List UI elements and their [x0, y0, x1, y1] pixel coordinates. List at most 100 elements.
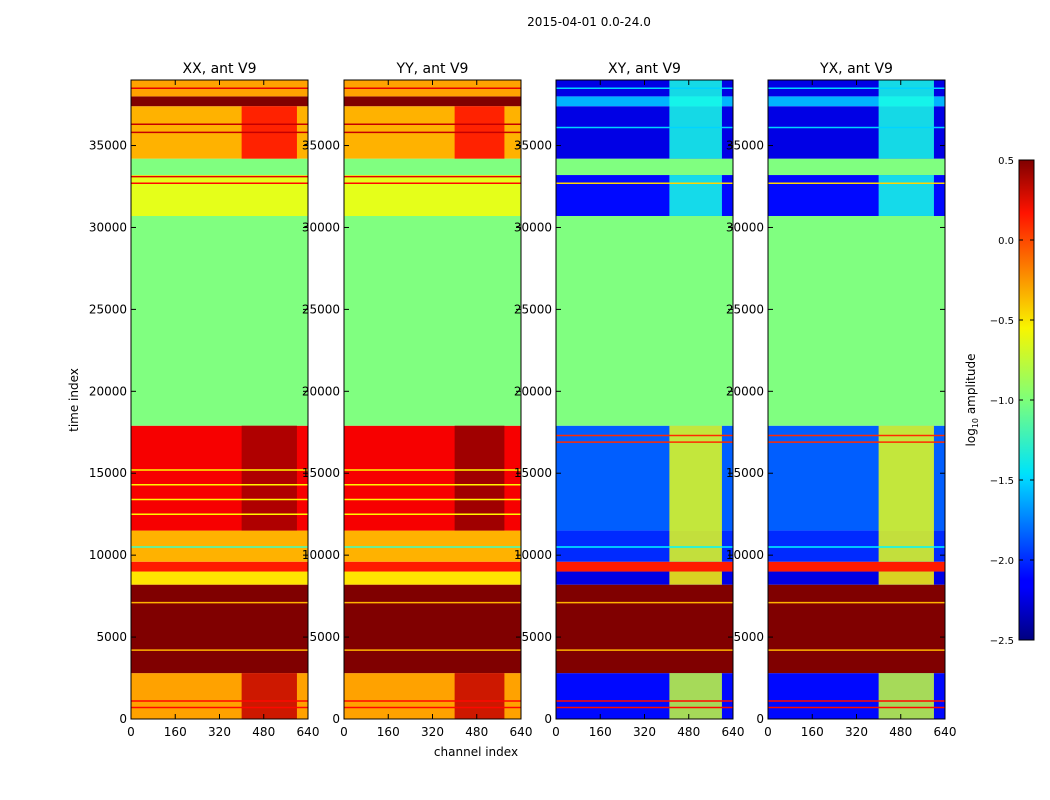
y-tick-label: 25000: [726, 302, 764, 316]
y-tick-label: 20000: [726, 384, 764, 398]
x-tick-label: 640: [934, 725, 957, 739]
heatmap-band: [131, 96, 308, 107]
y-tick-label: 30000: [514, 220, 552, 234]
colorbar-label: log10 amplitude: [964, 354, 980, 447]
y-tick-label: 30000: [726, 220, 764, 234]
y-tick-label: 35000: [302, 139, 340, 153]
figure-suptitle: 2015-04-01 0.0-24.0: [527, 15, 651, 29]
colorbar-label-rest: amplitude: [964, 354, 978, 418]
y-tick-label: 5000: [733, 630, 764, 644]
y-tick-label: 10000: [302, 548, 340, 562]
heatmap-hot-channel: [878, 175, 934, 216]
heatmap-band: [768, 96, 945, 107]
x-tick-label: 320: [421, 725, 444, 739]
y-tick-label: 35000: [514, 139, 552, 153]
y-tick-label: 25000: [89, 302, 127, 316]
x-tick-label: 640: [510, 725, 533, 739]
heatmap-hot-channel: [669, 80, 722, 159]
y-tick-label: 20000: [514, 384, 552, 398]
colorbar-tick-label: −1.5: [990, 476, 1014, 487]
y-axis-label: time index: [67, 368, 81, 432]
panel-title: XX, ant V9: [183, 61, 257, 77]
heatmap-panel: YY, ant V9 0 5000 10000 15000 20000 25000 30000…: [302, 61, 533, 739]
heatmap-band: [131, 584, 308, 674]
heatmap-band: [556, 561, 733, 572]
y-tick-label: 5000: [96, 630, 127, 644]
heatmap-panel: XX, ant V9 0 5000 10000 15000 20000 25000 30000…: [89, 61, 320, 739]
x-tick-label: 0: [340, 725, 348, 739]
heatmap-panel: XY, ant V9 0 5000 10000 15000 20000 25000 30000…: [514, 61, 745, 739]
heatmap-band: [556, 96, 733, 107]
x-tick-label: 480: [252, 725, 275, 739]
colorbar: 0.5 0.0 −0.5 −1.0 −1.5 −2.0 −2.5 log10 amplitu…: [964, 156, 1035, 647]
y-tick-label: 30000: [89, 220, 127, 234]
heatmap-band: [768, 561, 945, 572]
heatmap-band: [556, 215, 733, 426]
x-tick-label: 480: [465, 725, 488, 739]
heatmap-hot-channel: [669, 425, 722, 562]
heatmap-band: [344, 530, 521, 562]
panel-title: XY, ant V9: [608, 61, 681, 77]
y-tick-label: 5000: [309, 630, 340, 644]
heatmap-hot-channel: [454, 425, 505, 531]
y-tick-label: 10000: [514, 548, 552, 562]
x-tick-label: 480: [677, 725, 700, 739]
heatmap-hot-channel: [878, 425, 934, 562]
y-tick-label: 25000: [302, 302, 340, 316]
heatmap-band: [556, 158, 733, 176]
x-tick-label: 480: [889, 725, 912, 739]
heatmap-band: [344, 96, 521, 107]
heatmap-hot-channel: [241, 673, 297, 719]
x-tick-label: 160: [164, 725, 187, 739]
y-tick-label: 20000: [89, 384, 127, 398]
heatmap-panels: XX, ant V9 0 5000 10000 15000 20000 25000 30000…: [89, 61, 957, 739]
y-tick-label: 25000: [514, 302, 552, 316]
heatmap-panel: YX, ant V9 0 5000 10000 15000 20000 25000 30000…: [726, 61, 957, 739]
heatmap-band: [344, 215, 521, 426]
heatmap-band: [131, 571, 308, 585]
heatmap-hot-channel: [669, 571, 722, 585]
heatmap-band: [344, 158, 521, 176]
heatmap-band: [131, 215, 308, 426]
x-tick-label: 640: [297, 725, 320, 739]
heatmap-hot-channel: [454, 673, 505, 719]
x-tick-label: 160: [801, 725, 824, 739]
x-axis-label: channel index: [434, 745, 518, 759]
y-tick-label: 10000: [726, 548, 764, 562]
y-tick-label: 35000: [726, 139, 764, 153]
colorbar-ticks: 0.5 0.0 −0.5 −1.0 −1.5 −2.0 −2.5: [990, 156, 1034, 647]
y-tick-label: 10000: [89, 548, 127, 562]
heatmap-band: [768, 584, 945, 674]
heatmap-band: [344, 561, 521, 572]
colorbar-label-sub: 10: [971, 418, 980, 428]
y-tick-label: 0: [119, 712, 127, 726]
y-tick-label: 0: [332, 712, 340, 726]
y-tick-label: 15000: [89, 466, 127, 480]
x-tick-label: 160: [377, 725, 400, 739]
heatmap-hot-channel: [878, 673, 934, 719]
heatmap-band: [344, 584, 521, 674]
y-tick-label: 30000: [302, 220, 340, 234]
x-tick-label: 640: [722, 725, 745, 739]
y-tick-label: 5000: [521, 630, 552, 644]
y-tick-label: 0: [756, 712, 764, 726]
heatmap-band: [131, 158, 308, 176]
heatmap-band: [556, 584, 733, 674]
heatmap-hot-channel: [878, 571, 934, 585]
x-tick-label: 0: [127, 725, 135, 739]
heatmap-hot-channel: [241, 425, 297, 531]
heatmap-band: [344, 175, 521, 216]
colorbar-tick-label: −2.0: [990, 556, 1014, 567]
x-tick-label: 0: [764, 725, 772, 739]
colorbar-label-main: log: [964, 428, 978, 446]
y-tick-label: 35000: [89, 139, 127, 153]
heatmap-band: [131, 530, 308, 562]
panel-title: YX, ant V9: [819, 61, 893, 77]
colorbar-tick-label: −2.5: [990, 636, 1014, 647]
x-tick-label: 320: [845, 725, 868, 739]
colorbar-tick-label: 0.0: [998, 236, 1014, 247]
heatmap-hot-channel: [878, 80, 934, 159]
heatmap-hot-channel: [669, 175, 722, 216]
heatmap-band: [131, 175, 308, 216]
heatmap-band: [344, 571, 521, 585]
